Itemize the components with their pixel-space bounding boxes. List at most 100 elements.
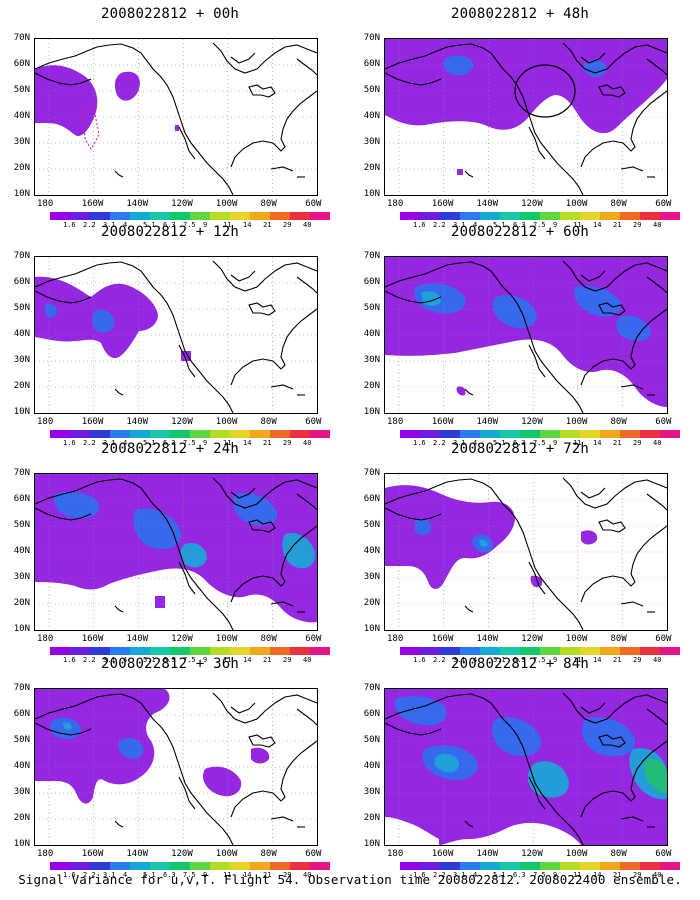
colorbar-label: 6.3 [163, 871, 176, 879]
colorbar-label: 9 [553, 221, 558, 229]
colorbar-swatch [500, 647, 520, 655]
lat-label: 30N [363, 137, 380, 147]
variance-contour [118, 737, 144, 759]
colorbar-swatch [660, 862, 680, 870]
lat-label: 70N [13, 468, 30, 478]
colorbar-label: 11 [573, 656, 582, 664]
colorbar-label: 2.2 [83, 871, 96, 879]
colorbar-label: 40 [303, 656, 312, 664]
coastline [178, 561, 196, 595]
lat-label: 70N [363, 251, 380, 261]
colorbar-swatch [70, 212, 90, 220]
colorbar-label: 4 [473, 871, 478, 879]
coastline [385, 261, 584, 413]
map-area [384, 473, 668, 631]
variance-contour [385, 485, 515, 589]
colorbar-swatch [580, 212, 600, 220]
panel-title: 2008022812 + 60h [450, 224, 590, 240]
colorbar-swatch [580, 647, 600, 655]
map-svg [385, 689, 667, 845]
colorbar-label: 7.5 [183, 439, 196, 447]
colorbar-swatch [170, 647, 190, 655]
colorbar-swatch [480, 647, 500, 655]
colorbar-label: 11 [573, 221, 582, 229]
lat-label: 50N [363, 303, 380, 313]
colorbar-swatch [310, 430, 330, 438]
colorbar-swatch [520, 212, 540, 220]
lon-label: 140W [126, 849, 149, 859]
colorbar-label: 21 [263, 656, 272, 664]
coastline [580, 525, 667, 603]
coastline [464, 388, 474, 396]
colorbar-label: 4 [473, 439, 478, 447]
lat-label: 70N [363, 683, 380, 693]
colorbar-swatch [420, 647, 440, 655]
colorbar-swatch [440, 862, 460, 870]
colorbar-swatch [290, 430, 310, 438]
lat-label: 50N [13, 520, 30, 530]
colorbar-label: 40 [303, 221, 312, 229]
colorbar-label: 9 [203, 221, 208, 229]
colorbar-swatch [250, 647, 270, 655]
lon-label: 60W [305, 634, 322, 644]
colorbar-swatch [270, 647, 290, 655]
lat-label: 60N [13, 59, 30, 69]
lon-label: 120W [171, 634, 193, 644]
variance-contour [180, 542, 207, 568]
colorbar-label: 11 [573, 871, 582, 879]
colorbar-label: 29 [633, 656, 642, 664]
panel-title: 2008022812 + 72h [450, 441, 590, 457]
colorbar-label: 5.1 [143, 871, 156, 879]
colorbar-swatch [660, 430, 680, 438]
colorbar-swatch [270, 862, 290, 870]
lat-label: 40N [363, 329, 380, 339]
colorbar-swatch [230, 430, 250, 438]
map-svg [35, 689, 317, 845]
colorbar-swatch [520, 862, 540, 870]
colorbar-label: 2.2 [83, 656, 96, 664]
colorbar-swatch [640, 862, 660, 870]
lat-label: 50N [363, 85, 380, 95]
coastline [270, 166, 294, 172]
flight-region-circle [514, 64, 576, 118]
variance-contour [582, 59, 607, 77]
lat-label: 20N [13, 381, 30, 391]
colorbar-label: 9 [203, 656, 208, 664]
panel-title: 2008022812 + 48h [450, 6, 590, 22]
colorbar-swatch [230, 212, 250, 220]
colorbar-label: 5.1 [493, 656, 506, 664]
lat-label: 20N [363, 381, 380, 391]
colorbar-label: 1.6 [413, 656, 426, 664]
colorbar-label: 3.1 [103, 656, 116, 664]
colorbar-label: 6.3 [513, 871, 526, 879]
colorbar-label: 9 [553, 439, 558, 447]
coastline [35, 261, 234, 413]
lon-label: 120W [521, 849, 543, 859]
panel-title: 2008022812 + 24h [100, 441, 240, 457]
colorbar-label: 21 [613, 221, 622, 229]
coastline [562, 477, 667, 509]
colorbar-label: 14 [243, 656, 252, 664]
lat-label: 10N [13, 839, 30, 849]
colorbar-label: 11 [223, 221, 232, 229]
variance-contour [63, 722, 72, 730]
lon-label: 60W [655, 634, 672, 644]
flight-track-outline [82, 102, 100, 150]
colorbar-swatch [580, 862, 600, 870]
colorbar-swatch [310, 647, 330, 655]
lon-label: 180 [387, 199, 404, 209]
colorbar-label: 21 [263, 439, 272, 447]
coastline [562, 42, 667, 74]
lat-label: 70N [363, 468, 380, 478]
coastline [35, 507, 92, 521]
lat-label: 60N [363, 59, 380, 69]
variance-contour [114, 71, 140, 101]
colorbar-swatch [130, 430, 150, 438]
map-panel-48h: 2008022812 + 48h 70N 60N 50N 40N 30N 20N 10N 180… [350, 6, 690, 229]
colorbar-swatch [440, 430, 460, 438]
coastline [562, 692, 667, 724]
colorbar-swatch [50, 647, 70, 655]
colorbar [50, 212, 330, 220]
lat-label: 70N [13, 683, 30, 693]
colorbar-swatch [540, 647, 560, 655]
